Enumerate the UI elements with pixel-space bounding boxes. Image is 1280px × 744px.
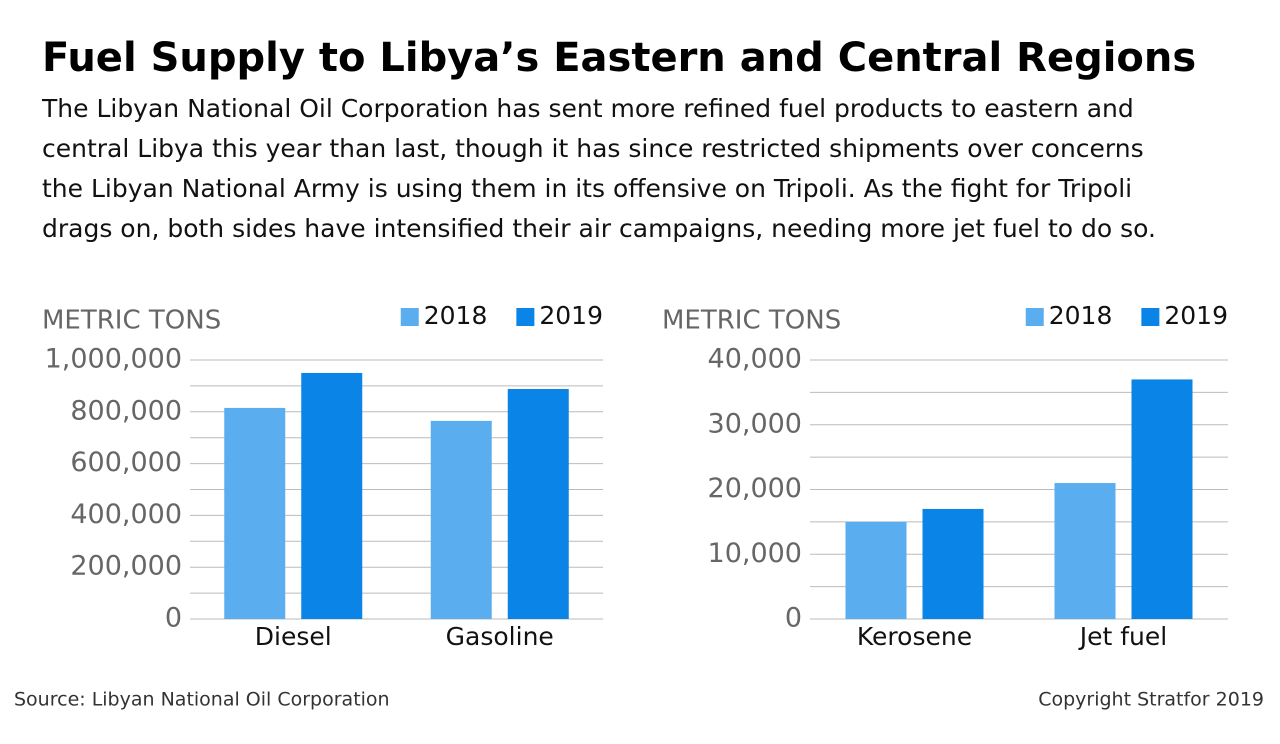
y-tick-label: 10,000: [708, 538, 802, 569]
legend-swatch: [516, 308, 535, 326]
y-tick-label: 0: [785, 603, 802, 634]
bar: [301, 372, 363, 619]
y-tick-label: 800,000: [70, 395, 182, 426]
y-tick-label: 0: [165, 603, 182, 634]
source: Source: Libyan National Oil Corporation: [14, 689, 390, 711]
y-tick-label: 40,000: [708, 344, 802, 375]
x-tick-label: Kerosene: [857, 622, 972, 651]
y-tick-label: 20,000: [708, 473, 802, 504]
title: Fuel Supply to Libya’s Eastern and Centr…: [42, 35, 1196, 81]
x-tick-label: Diesel: [255, 622, 332, 651]
y-axis-label: METRIC TONS: [42, 306, 221, 336]
subtitle-line: the Libyan National Army is using them i…: [42, 174, 1132, 203]
bar: [430, 420, 492, 619]
legend-label: 2019: [539, 301, 603, 330]
bar: [507, 389, 569, 619]
bar: [1054, 483, 1116, 619]
subtitle-line: central Libya this year than last, thoug…: [42, 134, 1144, 163]
legend-label: 2018: [1049, 301, 1113, 330]
legend-swatch: [400, 308, 419, 326]
legend-label: 2018: [424, 301, 488, 330]
y-tick-label: 1,000,000: [45, 344, 182, 375]
subtitle-line: The Libyan National Oil Corporation has …: [41, 94, 1134, 123]
legend-swatch: [1025, 308, 1044, 326]
bar: [224, 407, 286, 619]
y-tick-label: 400,000: [70, 499, 182, 530]
y-tick-label: 200,000: [70, 551, 182, 582]
bar: [1131, 379, 1193, 619]
y-tick-label: 600,000: [70, 447, 182, 478]
subtitle-line: drags on, both sides have intensified th…: [42, 214, 1156, 243]
bar: [845, 521, 907, 619]
bar: [922, 508, 984, 619]
copyright: Copyright Stratfor 2019: [1038, 689, 1264, 711]
legend-label: 2019: [1164, 301, 1228, 330]
y-tick-label: 30,000: [708, 408, 802, 439]
legend-swatch: [1141, 308, 1160, 326]
y-axis-label: METRIC TONS: [662, 306, 841, 336]
x-tick-label: Jet fuel: [1078, 622, 1167, 651]
x-tick-label: Gasoline: [446, 622, 554, 651]
